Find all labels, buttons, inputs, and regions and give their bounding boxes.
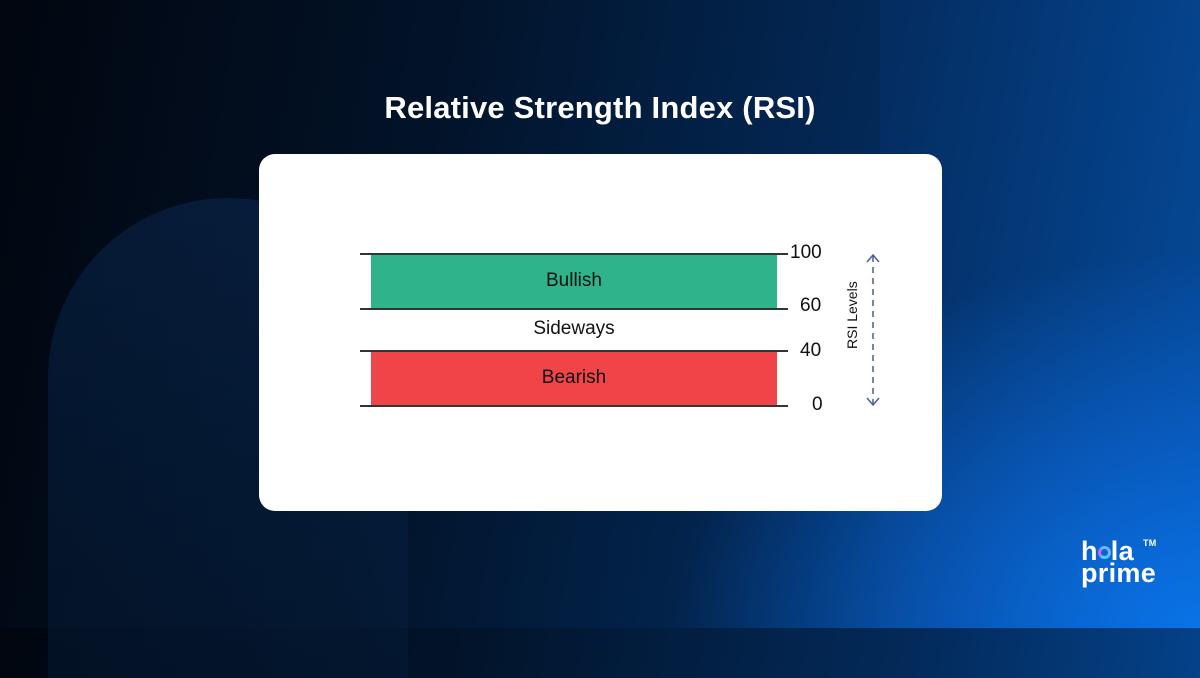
level-line-100 — [360, 253, 788, 255]
tick-40: 40 — [800, 340, 822, 361]
zone-bullish-label: Bullish — [546, 270, 602, 291]
trademark: TM — [1143, 538, 1157, 548]
logo-prime: prime — [1081, 558, 1157, 588]
tick-60: 60 — [800, 295, 822, 316]
level-line-60 — [360, 308, 788, 310]
zone-bullish: Bullish — [371, 254, 777, 308]
brand-logo: TM h la prime — [1081, 538, 1157, 588]
zone-bearish-label: Bearish — [541, 367, 607, 388]
zone-sideways-label: Sideways — [533, 318, 615, 339]
double-arrow-icon — [866, 253, 880, 407]
tick-0: 0 — [812, 394, 823, 415]
rsi-diagram-card: Bullish Sideways Bearish 100 60 40 0 RSI… — [259, 154, 942, 511]
logo-ring-icon — [1097, 546, 1111, 559]
page-title: Relative Strength Index (RSI) — [384, 90, 816, 125]
zone-sideways: Sideways — [371, 308, 777, 350]
logo-la: la — [1110, 536, 1134, 566]
rsi-levels-label: RSI Levels — [844, 281, 860, 349]
level-line-0 — [360, 405, 788, 407]
level-line-40 — [360, 350, 788, 352]
tick-100: 100 — [790, 242, 822, 263]
zone-bearish: Bearish — [371, 350, 777, 406]
logo-h: h — [1081, 536, 1098, 566]
